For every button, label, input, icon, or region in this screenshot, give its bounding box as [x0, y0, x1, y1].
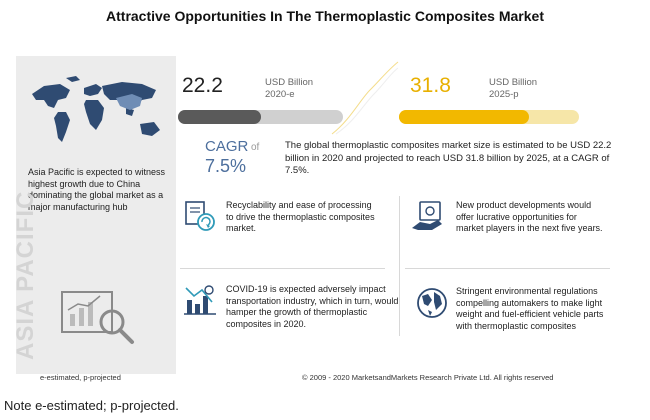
asia-pacific-vertical-label: ASIA PACIFIC	[4, 191, 64, 360]
finding-recyclability: Recyclability and ease of processing to …	[226, 200, 375, 233]
asia-pacific-vertical-text: ASIA PACIFIC	[12, 190, 39, 360]
bar-2020-fill	[178, 110, 261, 124]
finding-covid: COVID-19 is expected adversely impact tr…	[226, 284, 399, 329]
unit-2020-label: USD Billion	[265, 77, 314, 88]
cagr-value: 7.5%	[205, 156, 247, 176]
vertical-divider	[399, 196, 400, 336]
market-unit-2020: USD Billion 2020-e	[265, 77, 313, 101]
page-title: Attractive Opportunities In The Thermopl…	[106, 8, 544, 24]
world-map-icon	[32, 76, 160, 142]
cagr-label: CAGR	[205, 138, 249, 155]
horizontal-divider-left	[180, 268, 385, 269]
market-value-2020: 22.2	[182, 74, 223, 97]
year-2020-label: 2020-e	[265, 89, 295, 100]
horizontal-divider-right	[405, 268, 610, 269]
trend-line-icon	[331, 61, 399, 135]
unit-2025-label: USD Billion	[489, 77, 538, 88]
money-hand-icon	[412, 201, 442, 230]
page-note: Note e-estimated; p-projected.	[4, 398, 179, 413]
market-unit-2025: USD Billion 2025-p	[489, 77, 537, 101]
globe-icon	[417, 288, 447, 318]
year-2025-label: 2025-p	[489, 89, 519, 100]
footer-legend: e-estimated, p-projected	[40, 373, 121, 382]
market-value-2025: 31.8	[410, 74, 451, 97]
finding-regulations: Stringent environmental regulations comp…	[456, 286, 604, 331]
content-panel	[176, 56, 633, 374]
recycle-icon	[185, 201, 215, 231]
analysis-magnifier-icon	[61, 291, 134, 344]
asia-pacific-text: Asia Pacific is expected to witness high…	[28, 167, 166, 212]
finding-new-products: New product developments would offer luc…	[456, 200, 603, 233]
footer-copyright: © 2009 - 2020 MarketsandMarkets Research…	[302, 373, 554, 382]
bar-2025-fill	[399, 110, 529, 124]
decline-chart-icon	[184, 285, 216, 315]
market-summary: The global thermoplastic composites mark…	[285, 140, 612, 176]
cagr-of-label: of	[251, 142, 260, 153]
